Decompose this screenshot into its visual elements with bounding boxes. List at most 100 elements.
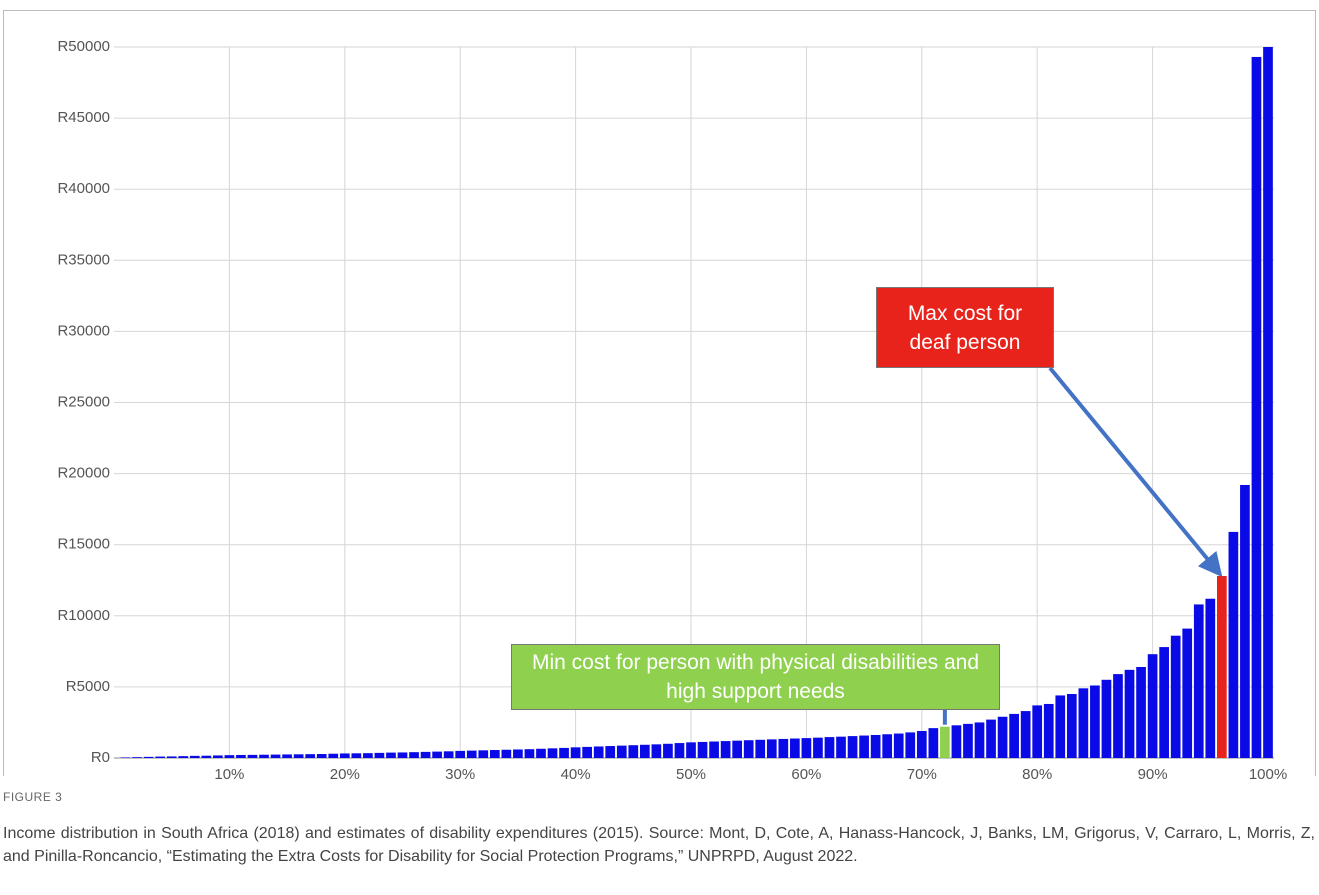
bar xyxy=(1124,669,1135,758)
x-tick-label: 30% xyxy=(445,766,475,783)
bar xyxy=(963,723,973,758)
y-tick-label: R35000 xyxy=(57,251,110,268)
bar xyxy=(582,746,592,758)
x-tick-label: 60% xyxy=(791,766,821,783)
bar xyxy=(1032,705,1043,758)
x-tick-label: 80% xyxy=(1022,766,1052,783)
bar xyxy=(328,753,339,758)
bar xyxy=(501,749,512,758)
bar xyxy=(905,732,916,758)
bar xyxy=(420,751,431,758)
bar xyxy=(940,726,950,758)
bar xyxy=(1066,694,1077,758)
bar xyxy=(1182,628,1193,758)
bar xyxy=(201,755,212,758)
bar xyxy=(639,744,650,758)
bar xyxy=(351,753,362,758)
bar xyxy=(316,754,327,758)
bar xyxy=(386,752,396,758)
bar xyxy=(1170,635,1181,758)
bar xyxy=(339,753,350,758)
bar xyxy=(882,734,893,758)
figure-label: FIGURE 3 xyxy=(3,790,63,804)
bar xyxy=(559,747,569,758)
bar xyxy=(224,755,235,758)
bar xyxy=(616,745,627,758)
bar xyxy=(432,751,442,758)
bar xyxy=(836,736,846,758)
chart: R0 R5000 R10000 R15000 R20000 R25000 R30000 R35… xyxy=(57,38,1287,783)
bar xyxy=(247,754,258,758)
bar xyxy=(1228,531,1239,758)
bar xyxy=(443,751,454,758)
bar xyxy=(928,728,939,758)
bar xyxy=(674,743,685,758)
bar xyxy=(547,748,558,758)
bar xyxy=(1193,604,1204,758)
bar xyxy=(1263,47,1273,758)
y-tick-label: R30000 xyxy=(57,322,110,339)
bar xyxy=(293,754,304,758)
bar xyxy=(686,742,696,758)
bar xyxy=(1147,654,1158,758)
figure-caption: Income distribution in South Africa (201… xyxy=(3,825,1315,865)
bar xyxy=(790,738,800,758)
bar xyxy=(755,739,766,758)
annotation-box: Max cost for deaf person xyxy=(876,287,1054,368)
bar xyxy=(155,756,166,758)
bar xyxy=(732,740,743,758)
bar xyxy=(270,754,281,758)
bar xyxy=(1043,703,1054,758)
y-tick-label: R10000 xyxy=(57,607,110,624)
bar xyxy=(524,749,535,758)
y-tick-label: R0 xyxy=(91,749,110,766)
bar xyxy=(593,746,604,758)
bar xyxy=(409,752,419,758)
bar xyxy=(213,755,223,758)
y-tick-label: R25000 xyxy=(57,393,110,410)
bar xyxy=(697,741,708,758)
bar xyxy=(916,730,927,758)
bar xyxy=(1009,713,1019,758)
bar xyxy=(374,752,385,758)
bar xyxy=(1205,598,1216,758)
bar xyxy=(143,756,154,758)
annotation-box: Min cost for person with physical disabi… xyxy=(511,644,1000,710)
bar xyxy=(893,733,904,758)
bar xyxy=(651,744,662,758)
y-tick-label: R15000 xyxy=(57,536,110,553)
bar xyxy=(986,719,996,758)
bar xyxy=(1113,674,1123,758)
bar xyxy=(166,756,177,758)
bar xyxy=(1020,711,1031,758)
annotation-arrow xyxy=(1048,366,1223,578)
bar xyxy=(120,757,131,758)
bar xyxy=(605,746,616,758)
bar xyxy=(778,738,789,758)
bar xyxy=(363,753,373,758)
bar xyxy=(478,750,489,758)
bar xyxy=(766,739,777,758)
bar xyxy=(951,725,962,758)
bar xyxy=(859,735,869,758)
bar xyxy=(663,743,673,758)
bar xyxy=(847,736,858,758)
bar xyxy=(974,722,985,758)
bar xyxy=(628,745,639,758)
bar xyxy=(801,738,812,758)
bar xyxy=(709,741,719,758)
bar xyxy=(1240,484,1250,758)
x-tick-label: 40% xyxy=(561,766,591,783)
bar xyxy=(189,755,200,758)
bar xyxy=(489,750,500,758)
y-tick-label: R20000 xyxy=(57,465,110,482)
bar xyxy=(259,754,269,758)
x-tick-label: 50% xyxy=(676,766,706,783)
bar xyxy=(1159,647,1169,758)
x-tick-label: 70% xyxy=(907,766,937,783)
bar xyxy=(1078,688,1089,758)
bar xyxy=(1136,666,1146,758)
bar xyxy=(570,747,581,758)
bar xyxy=(132,757,142,758)
bar xyxy=(1055,695,1066,758)
